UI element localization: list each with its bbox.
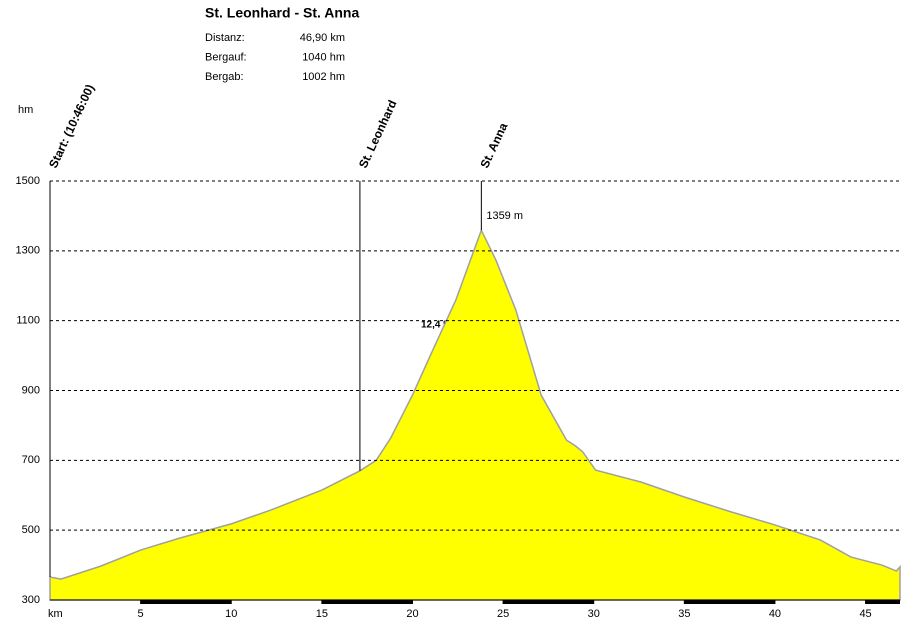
y-tick-label: 1500: [16, 175, 40, 187]
waypoint-label: St. Leonhard: [356, 98, 400, 170]
stat-value: 1040 hm: [302, 51, 345, 63]
x-tick-label: 40: [769, 608, 781, 620]
y-tick-label: 900: [22, 384, 40, 396]
stat-value: 46,90 km: [300, 32, 345, 44]
axis-segment: [321, 600, 413, 604]
x-tick-label: 20: [406, 608, 418, 620]
stat-label: Bergab:: [205, 71, 244, 83]
x-tick-label: 15: [316, 608, 328, 620]
waypoint-label: Start: (10:46:00): [46, 82, 97, 170]
x-tick-label: 5: [138, 608, 144, 620]
y-axis-label: hm: [18, 104, 33, 116]
x-tick-label: 25: [497, 608, 509, 620]
x-tick-label: 45: [859, 608, 871, 620]
x-axis-label: km: [48, 608, 63, 620]
x-tick-label: 35: [678, 608, 690, 620]
axis-segment: [865, 600, 900, 604]
chart-title: St. Leonhard - St. Anna: [205, 5, 359, 21]
y-tick-label: 700: [22, 454, 40, 466]
y-tick-label: 500: [22, 524, 40, 536]
stat-label: Bergauf:: [205, 51, 247, 63]
x-tick-label: 10: [225, 608, 237, 620]
axis-segment: [503, 600, 594, 604]
stat-label: Distanz:: [205, 32, 245, 44]
axis-segment: [140, 600, 232, 604]
x-tick-label: 30: [588, 608, 600, 620]
elevation-area: [49, 228, 901, 601]
y-tick-label: 1100: [16, 315, 40, 327]
stat-value: 1002 hm: [302, 71, 345, 83]
y-tick-label: 300: [22, 594, 40, 606]
peak-label: 1359 m: [486, 210, 523, 222]
axis-segment: [684, 600, 775, 604]
y-tick-label: 1300: [16, 245, 40, 257]
waypoint-label: St. Anna: [477, 120, 510, 170]
gradient-label: 12,4 %: [421, 320, 452, 331]
